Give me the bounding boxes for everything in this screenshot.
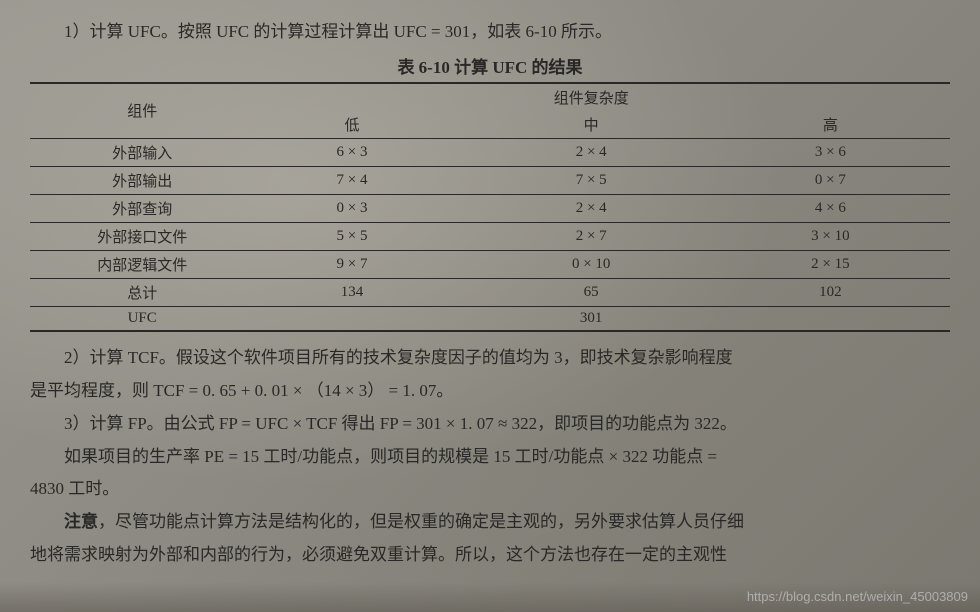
table-row: 外部接口文件 5 × 5 2 × 7 3 × 10 bbox=[30, 222, 950, 250]
table-row-ufc: UFC 301 bbox=[30, 306, 950, 331]
para-pe-1: 如果项目的生产率 PE = 15 工时/功能点，则项目的规模是 15 工时/功能… bbox=[30, 443, 950, 472]
header-high: 高 bbox=[711, 111, 950, 139]
table-row: 外部输入 6 × 3 2 × 4 3 × 6 bbox=[30, 138, 950, 166]
intro-paragraph: 1）计算 UFC。按照 UFC 的计算过程计算出 UFC = 301，如表 6-… bbox=[30, 18, 950, 47]
para-fp: 3）计算 FP。由公式 FP = UFC × TCF 得出 FP = 301 ×… bbox=[30, 410, 950, 439]
note-paragraph-1: 注意，尽管功能点计算方法是结构化的，但是权重的确定是主观的，另外要求估算人员仔细 bbox=[30, 508, 950, 537]
header-component: 组件 bbox=[30, 83, 232, 139]
table-title: 表 6-10 计算 UFC 的结果 bbox=[30, 53, 950, 78]
watermark: https://blog.csdn.net/weixin_45003809 bbox=[747, 589, 968, 604]
table-row: 外部输出 7 × 4 7 × 5 0 × 7 bbox=[30, 166, 950, 194]
para-tcf-1: 2）计算 TCF。假设这个软件项目所有的技术复杂度因子的值均为 3，即技术复杂影… bbox=[30, 344, 950, 373]
table-row: 外部查询 0 × 3 2 × 4 4 × 6 bbox=[30, 194, 950, 222]
header-complexity-group: 组件复杂度 bbox=[232, 83, 950, 111]
ufc-table: 组件 组件复杂度 低 中 高 外部输入 6 × 3 2 × 4 3 × 6 外部… bbox=[30, 82, 950, 332]
para-tcf-2: 是平均程度，则 TCF = 0. 65 + 0. 01 × （14 × 3） =… bbox=[30, 377, 950, 406]
header-low: 低 bbox=[232, 111, 471, 139]
note-text-a: ，尽管功能点计算方法是结构化的，但是权重的确定是主观的，另外要求估算人员仔细 bbox=[98, 512, 744, 531]
table-row-total: 总计 134 65 102 bbox=[30, 278, 950, 306]
note-label: 注意 bbox=[64, 512, 98, 531]
table-row: 内部逻辑文件 9 × 7 0 × 10 2 × 15 bbox=[30, 250, 950, 278]
note-paragraph-2: 地将需求映射为外部和内部的行为，必须避免双重计算。所以，这个方法也存在一定的主观… bbox=[30, 541, 950, 570]
para-pe-2: 4830 工时。 bbox=[30, 475, 950, 504]
header-mid: 中 bbox=[472, 111, 711, 139]
